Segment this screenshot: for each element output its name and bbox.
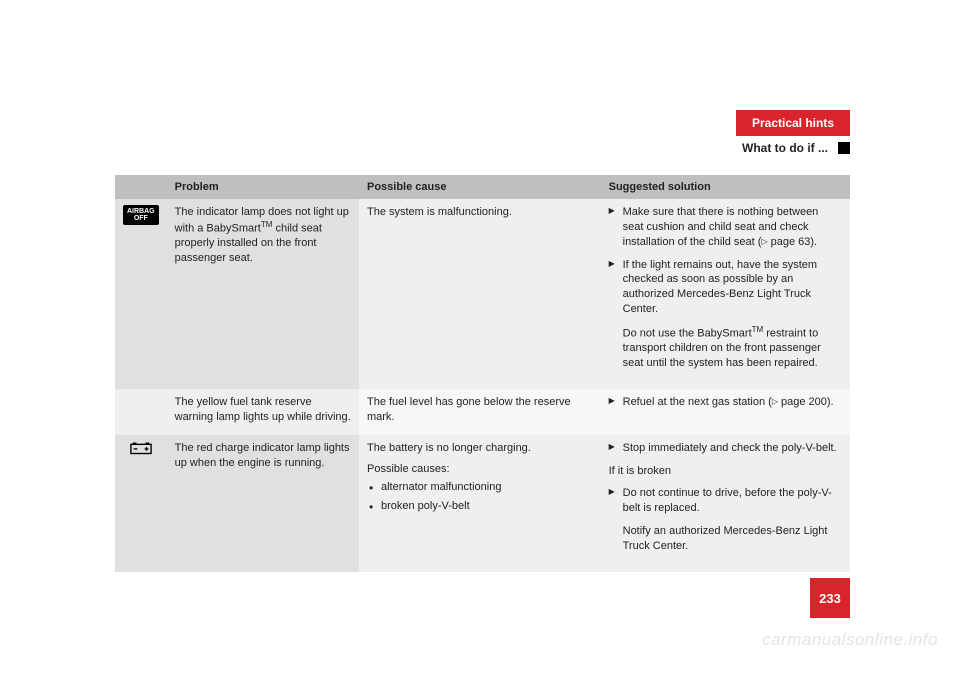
solution-note: Notify an authorized Mercedes-Benz Light… (609, 524, 842, 554)
solution-note: Do not use the BabySmartTM restraint to … (609, 325, 842, 371)
cell-icon (115, 435, 167, 572)
cause-text: Possible causes: (367, 462, 593, 477)
cell-problem: The indicator lamp does not light up wit… (167, 199, 359, 389)
solution-item: Do not continue to drive, before the pol… (609, 486, 842, 516)
content-area: Problem Possible cause Suggested solutio… (115, 175, 850, 572)
header-solution: Suggested solution (601, 175, 850, 199)
header-cause: Possible cause (359, 175, 601, 199)
page-ref: page 63 (761, 236, 810, 248)
battery-icon (130, 446, 152, 458)
watermark-text: carmanualsonline.info (762, 630, 938, 650)
cell-cause: The battery is no longer charging. Possi… (359, 435, 601, 572)
cause-text: The battery is no longer charging. (367, 441, 593, 456)
solution-text: ). (810, 236, 817, 248)
cell-icon: AIRBAGOFF (115, 199, 167, 389)
solution-text: Refuel at the next gas station ( (623, 396, 772, 408)
header-problem: Problem (167, 175, 359, 199)
cell-solution: Make sure that there is nothing be­tween… (601, 199, 850, 389)
page-marker-square (838, 142, 850, 154)
solution-item: If the light remains out, have the sys­t… (609, 258, 842, 317)
cause-bullet: alternator malfunctioning (367, 480, 593, 495)
cell-problem: The red charge indicator lamp lights up … (167, 435, 359, 572)
tm-mark: TM (261, 220, 273, 229)
cause-bullet: broken poly-V-belt (367, 499, 593, 514)
page-number-badge: 233 (810, 578, 850, 618)
solution-item: Stop immediately and check the poly-V-be… (609, 441, 842, 456)
solution-condition: If it is broken (609, 464, 842, 479)
subsection-row: What to do if ... (742, 136, 850, 164)
cell-problem: The yellow fuel tank reserve warning lam… (167, 389, 359, 435)
airbag-icon: AIRBAGOFF (123, 205, 159, 225)
cell-icon (115, 389, 167, 435)
cell-solution: Stop immediately and check the poly-V-be… (601, 435, 850, 572)
section-tab: Practical hints (736, 110, 850, 136)
tm-mark: TM (752, 325, 764, 334)
solution-item: Make sure that there is nothing be­tween… (609, 205, 842, 250)
header-block: Practical hints What to do if ... (736, 110, 850, 164)
subsection-title: What to do if ... (742, 141, 828, 155)
table-row: The yellow fuel tank reserve warning lam… (115, 389, 850, 435)
solution-text: ). (827, 396, 834, 408)
table-header-row: Problem Possible cause Suggested solutio… (115, 175, 850, 199)
page-ref: page 200 (772, 396, 827, 408)
cell-cause: The system is malfunctioning. (359, 199, 601, 389)
cell-solution: Refuel at the next gas station (page 200… (601, 389, 850, 435)
table-row: AIRBAGOFF The indicator lamp does not li… (115, 199, 850, 389)
solution-item: Refuel at the next gas station (page 200… (609, 395, 842, 410)
manual-page: Practical hints What to do if ... Proble… (0, 0, 960, 678)
cell-cause: The fuel level has gone below the reserv… (359, 389, 601, 435)
solution-text: Do not use the BabySmart (623, 328, 752, 340)
troubleshooting-table: Problem Possible cause Suggested solutio… (115, 175, 850, 572)
table-row: The red charge indicator lamp lights up … (115, 435, 850, 572)
header-icon (115, 175, 167, 199)
